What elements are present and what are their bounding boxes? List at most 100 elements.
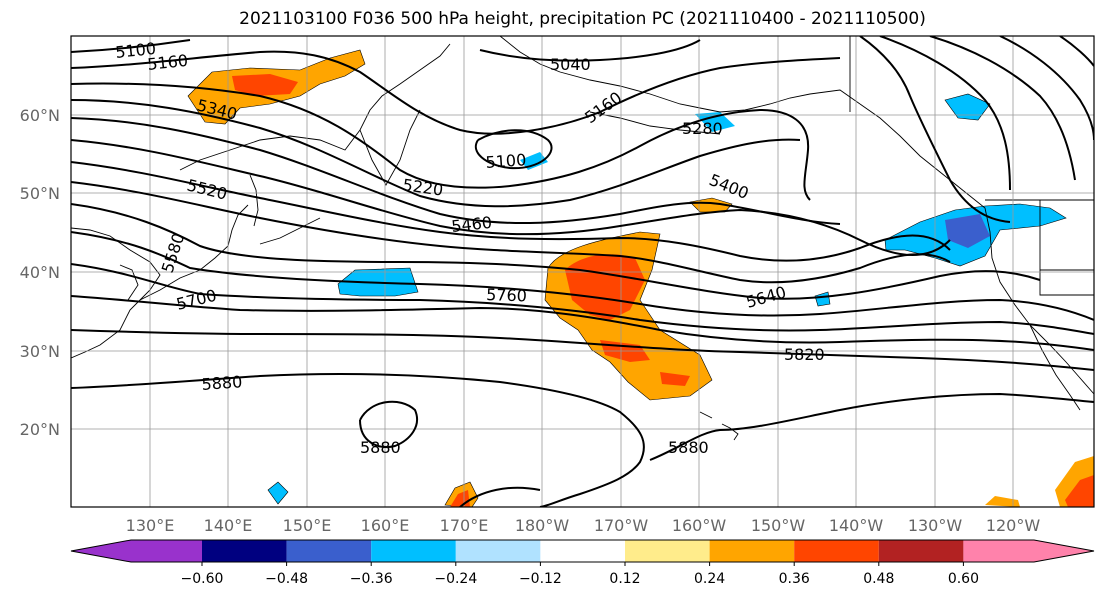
precip-negative-gulf [695, 112, 735, 132]
colorbar-segment [371, 540, 456, 562]
contour-5460 [71, 161, 951, 262]
colorbar-segment [202, 540, 287, 562]
contour-5400-east [859, 36, 1011, 223]
colorbar-segment [625, 540, 710, 562]
lon-label: 130°E [126, 516, 175, 535]
colorbar-segment [540, 540, 625, 562]
latitude-labels: 60°N 50°N 40°N 30°N 20°N [20, 106, 60, 439]
lon-label: 140°W [829, 516, 884, 535]
lon-label: 180°W [515, 516, 570, 535]
colorbar-extend-low [71, 540, 131, 562]
contour-label: 5460 [450, 213, 492, 236]
lat-label-20: 20°N [20, 420, 60, 439]
colorbar-segment [878, 540, 964, 562]
contour-5100-west [71, 39, 191, 53]
contour-5400 [71, 139, 951, 256]
contour-5880-loop [359, 400, 418, 448]
lat-label-60: 60°N [20, 106, 60, 125]
height-contours [71, 36, 1094, 507]
coastlines [71, 36, 1094, 441]
contour-label: 5760 [486, 285, 527, 305]
colorbar-tick-label: −0.60 [181, 571, 224, 587]
lat-label-30: 30°N [20, 342, 60, 361]
coast-hawaii [699, 411, 739, 441]
colorbar-extend-high [1034, 540, 1094, 562]
colorbar-tick-label: −0.24 [434, 571, 477, 587]
colorbar-tick-label: 0.24 [694, 571, 725, 587]
contour-label: 5100 [485, 150, 527, 172]
contour-labels: 5100 5160 5340 5520 5580 5700 5100 5220 … [114, 39, 824, 457]
contour-label: 5280 [682, 119, 723, 138]
precip-negative-bering [520, 152, 548, 170]
coast-okhotsk [179, 43, 451, 171]
contour-5160 [71, 50, 841, 135]
contour-5580 [71, 203, 1041, 300]
contour-label: 5100 [114, 39, 156, 62]
gridlines [71, 36, 1094, 507]
lon-label: 150°E [283, 516, 332, 535]
contour-label: 5880 [668, 438, 709, 457]
contour-5640 [71, 231, 1094, 321]
colorbar-tick-label: 0.36 [779, 571, 810, 587]
contour-5880-south [459, 486, 541, 507]
precip-negative-small2 [814, 291, 831, 307]
coast-alaska [499, 36, 861, 113]
precip-strong-pacific-3 [660, 372, 690, 386]
colorbar-tick-label: 0.60 [948, 571, 979, 587]
lon-label: 160°E [361, 516, 410, 535]
lat-label-40: 40°N [20, 263, 60, 282]
precip-negative-small [267, 481, 289, 505]
contour-5220-east [999, 36, 1094, 141]
precip-positive-small [689, 197, 733, 213]
precip-strong-se [1065, 475, 1094, 507]
contour-5520 [71, 181, 951, 284]
contour-5880-main [71, 373, 645, 507]
lon-label: 170°W [594, 516, 649, 535]
contour-5100-east [1059, 36, 1094, 67]
contour-label: 5040 [550, 55, 591, 74]
contour-5280-east [929, 36, 1076, 181]
contour-5340 [71, 117, 841, 225]
colorbar-segment [794, 540, 879, 562]
colorbar-segment [286, 540, 372, 562]
lon-label: 150°W [751, 516, 806, 535]
colorbar-segment [963, 540, 1034, 562]
island-chain [259, 217, 321, 245]
contour-5820 [71, 329, 1094, 371]
map-title: 2021103100 F036 500 hPa height, precipit… [239, 9, 926, 29]
precip-fills [187, 49, 1094, 507]
precip-positive-se [985, 496, 1020, 507]
lon-label: 120°W [986, 516, 1041, 535]
longitude-labels: 130°E 140°E 150°E 160°E 170°E 180°W 170°… [126, 516, 1041, 535]
lat-label-50: 50°N [20, 184, 60, 203]
contour-label: 5820 [784, 345, 825, 364]
lon-label: 130°W [908, 516, 963, 535]
lon-label: 140°E [204, 516, 253, 535]
colorbar-segment [709, 540, 795, 562]
contour-5040 [479, 39, 701, 62]
contour-5100-bering [475, 129, 553, 170]
coast-north-america [859, 103, 1094, 395]
colorbar-tick-label: −0.36 [350, 571, 393, 587]
contour-5280 [71, 99, 801, 208]
border-states [1039, 200, 1094, 296]
contour-5700 [71, 263, 1094, 335]
contour-label: 5880 [360, 438, 401, 457]
colorbar-segment [131, 540, 202, 562]
precip-strong-siberia [232, 74, 298, 96]
coast-kamchatka [359, 109, 421, 186]
map-frame [70, 35, 1095, 508]
colorbar-tick-label: 0.48 [863, 571, 894, 587]
colorbar-tick-label: −0.12 [519, 571, 562, 587]
contour-label: 5160 [146, 51, 188, 74]
colorbar: −0.60 −0.48 −0.36 −0.24 −0.12 0.12 0.24 0.36 0.4… [70, 539, 1095, 587]
colorbar-tick-label: −0.48 [265, 571, 308, 587]
lon-label: 160°W [672, 516, 727, 535]
contour-5220 [71, 82, 811, 201]
lon-label: 170°E [440, 516, 489, 535]
contour-5760 [71, 295, 1094, 351]
colorbar-outline [70, 539, 1095, 563]
contour-label: 5880 [201, 372, 243, 394]
contour-5880-east [649, 392, 1094, 461]
